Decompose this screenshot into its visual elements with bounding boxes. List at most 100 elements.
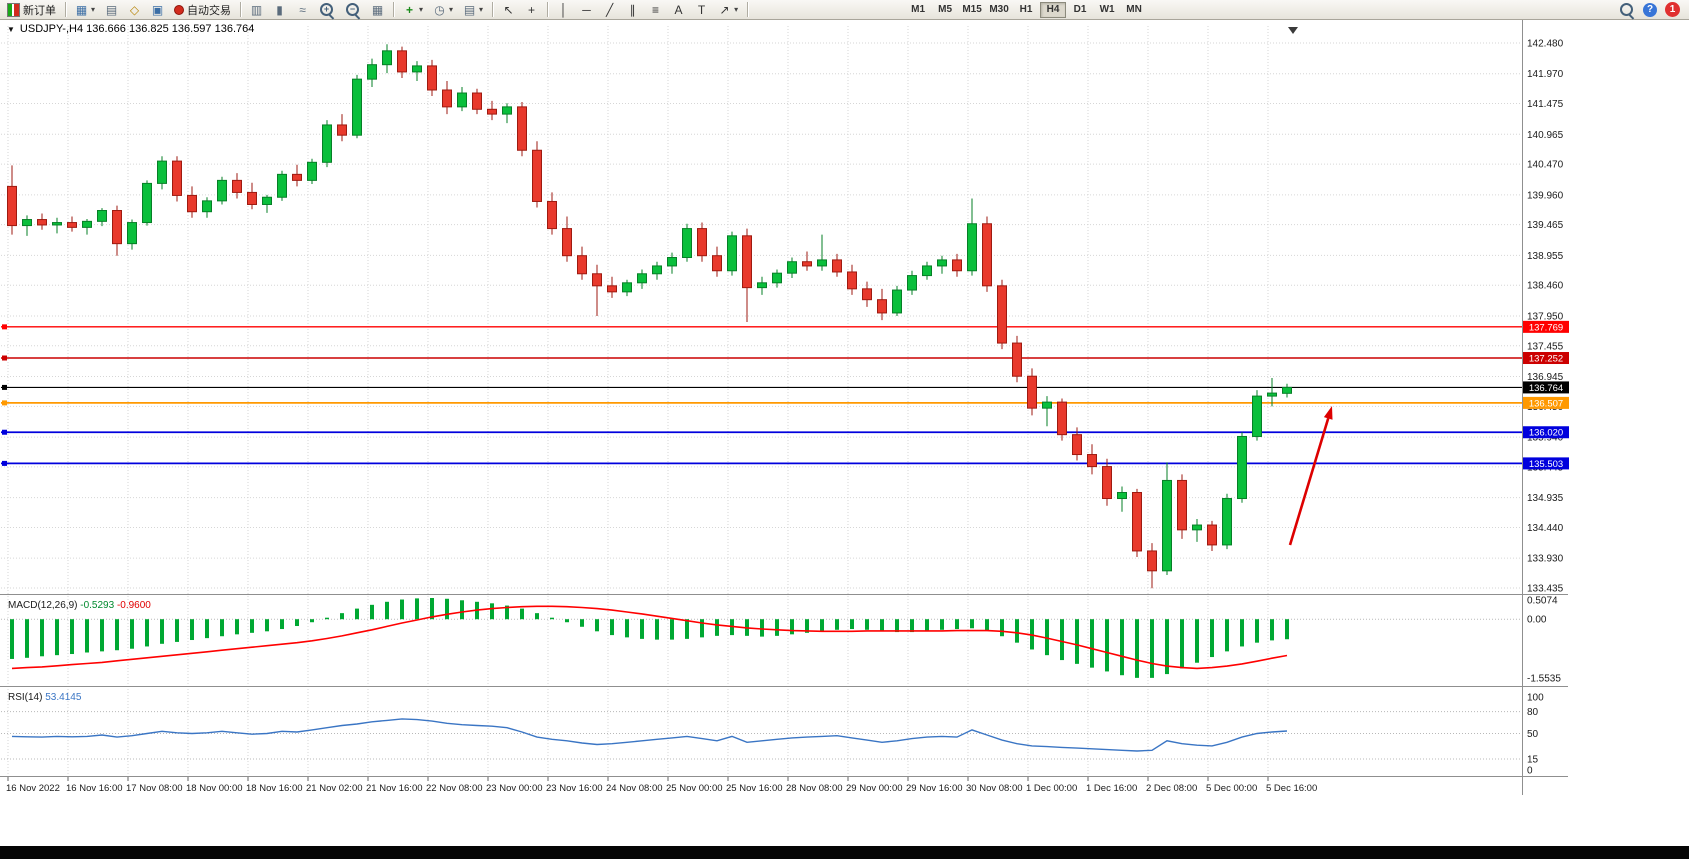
chart-window[interactable]: MACD(12,26,9) -0.5293 -0.9600 0.5074 0.00 -… [0, 20, 1689, 846]
timeframe-h4[interactable]: H4 [1040, 1, 1067, 18]
indicators-button[interactable]: + ▾ [399, 1, 427, 19]
bar-chart-type-button[interactable]: ▥ [246, 1, 267, 19]
arrow-annotation[interactable] [1288, 418, 1330, 546]
hline-handle[interactable] [2, 460, 7, 466]
timeframe-w1[interactable]: W1 [1094, 2, 1120, 18]
arrow-annotation-head[interactable] [1323, 406, 1333, 420]
chart-shift-icon[interactable] [1288, 27, 1298, 34]
time-label: 25 Nov 00:00 [666, 783, 723, 794]
symbol-dropdown-icon[interactable]: ▼ [7, 24, 15, 34]
text-button[interactable]: A [668, 1, 689, 19]
candle-body [202, 200, 212, 213]
candle-body [1012, 342, 1022, 377]
candle-body [1132, 491, 1142, 552]
charts-button[interactable]: ▦ ▾ [71, 1, 99, 19]
candle-body [517, 106, 527, 151]
price-chart-canvas[interactable]: MACD(12,26,9) -0.5293 -0.9600 0.5074 0.00 -… [0, 20, 1689, 846]
hline-handle[interactable] [2, 384, 7, 390]
horizontal-line-button[interactable]: ─ [576, 1, 597, 19]
macd-signal-line [11, 605, 1288, 670]
channel-icon: ∥ [629, 2, 636, 17]
timeframe-h1[interactable]: H1 [1013, 2, 1039, 18]
candle-body [307, 161, 317, 181]
tile-windows-button[interactable]: ▦ [367, 1, 388, 19]
candle-body [532, 149, 542, 202]
notification-badge[interactable]: 1 [1665, 2, 1680, 17]
candle-body [187, 194, 197, 213]
time-label: 30 Nov 08:00 [966, 783, 1023, 794]
candle-body [877, 299, 887, 314]
candle-body [832, 259, 842, 273]
autotrading-button[interactable]: 自动交易 [170, 1, 235, 19]
vertical-line-button[interactable]: │ [553, 1, 574, 19]
crosshair-button[interactable]: + [521, 1, 542, 19]
terminal-button[interactable]: ▣ [147, 1, 168, 19]
candle-body [1087, 454, 1097, 468]
chevron-down-icon: ▾ [479, 5, 484, 14]
chevron-down-icon: ▾ [734, 5, 739, 14]
macd-label: MACD(12,26,9) -0.5293 -0.9600 [8, 600, 151, 611]
hline-handle[interactable] [2, 400, 7, 406]
toolbar-separator [747, 2, 749, 17]
search-icon[interactable] [1619, 2, 1635, 20]
candle-body [382, 50, 392, 66]
toolbar-separator [393, 2, 395, 17]
candle-body [667, 257, 677, 267]
profiles-button[interactable]: ▤ [101, 1, 122, 19]
candle-body [922, 265, 932, 277]
timeframe-m5[interactable]: M5 [932, 2, 958, 18]
candle-body [1222, 498, 1232, 546]
fibonacci-button[interactable]: ≡ [645, 1, 666, 19]
candle-body [1147, 550, 1157, 572]
time-label: 21 Nov 02:00 [306, 783, 363, 794]
channel-button[interactable]: ∥ [622, 1, 643, 19]
candle-body [67, 222, 77, 228]
timeframe-m1[interactable]: M1 [905, 2, 931, 18]
text-label-button[interactable]: T [691, 1, 712, 19]
candle-body [952, 259, 962, 272]
chart-icon: ▦ [75, 2, 88, 17]
zoom-in-button[interactable]: + [315, 1, 339, 20]
hline-handle[interactable] [2, 324, 7, 330]
timeframe-buttons: M1 M5 M15 M30 H1 H4 D1 W1 MN [905, 1, 1147, 18]
price-axis-label: 137.455 [1527, 341, 1564, 352]
cursor-button[interactable]: ↖ [498, 1, 519, 19]
candle-body [1177, 479, 1187, 531]
time-label: 21 Nov 16:00 [366, 783, 423, 794]
arrows-button[interactable]: ↗ ▾ [714, 1, 742, 19]
hline-handle[interactable] [2, 429, 7, 435]
price-tag [1523, 426, 1569, 439]
zoom-in-icon: + [319, 2, 335, 20]
candle-body [577, 255, 587, 275]
candle-body [742, 235, 752, 289]
add-indicator-icon: + [406, 2, 414, 17]
help-icon[interactable]: ? [1643, 2, 1657, 17]
candle-body [457, 92, 467, 108]
toolbar-separator [240, 2, 242, 17]
periods-button[interactable]: ◷ ▾ [429, 1, 457, 19]
metaeditor-button[interactable]: ◇ [124, 1, 145, 19]
new-order-button[interactable]: 新订单 [3, 1, 60, 19]
line-chart-type-button[interactable]: ≈ [292, 1, 313, 19]
candlestick-type-button[interactable]: ▮ [269, 1, 290, 19]
hline-handle[interactable] [2, 355, 7, 361]
candle-body [637, 273, 647, 284]
horizontal-line-icon: ─ [582, 2, 591, 17]
trendline-button[interactable]: ╱ [599, 1, 620, 19]
price-axis-label: 141.970 [1527, 69, 1564, 80]
timeframe-m15[interactable]: M15 [959, 2, 985, 18]
templates-button[interactable]: ▤ ▾ [459, 1, 487, 19]
candle-body [487, 108, 497, 115]
timeframe-mn[interactable]: MN [1121, 2, 1147, 18]
zoom-out-button[interactable]: − [341, 1, 365, 20]
price-tag-label: 137.769 [1529, 322, 1563, 333]
candle-body [892, 289, 902, 314]
time-label: 24 Nov 08:00 [606, 783, 663, 794]
timeframe-d1[interactable]: D1 [1067, 2, 1093, 18]
price-tag-label: 136.020 [1529, 428, 1563, 439]
timeframe-m30[interactable]: M30 [986, 2, 1012, 18]
candle-body [772, 272, 782, 284]
chart-title-text: USDJPY-,H4 136.666 136.825 136.597 136.7… [19, 23, 255, 35]
candle-body [787, 261, 797, 274]
candle-body [1237, 435, 1247, 500]
